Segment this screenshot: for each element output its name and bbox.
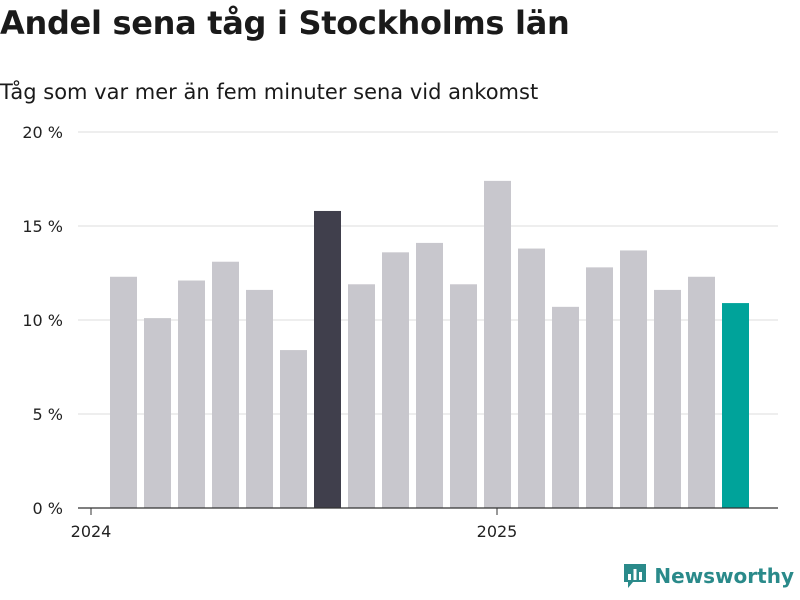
bar xyxy=(246,289,273,508)
bar xyxy=(518,248,545,508)
bar xyxy=(314,210,341,508)
bar xyxy=(484,180,511,508)
y-tick-label: 0 % xyxy=(33,499,63,518)
chart-title: Andel sena tåg i Stockholms län xyxy=(0,4,570,42)
bar xyxy=(280,350,307,508)
bar xyxy=(688,276,715,508)
bar xyxy=(144,318,171,508)
x-tick-label-2024: 2024 xyxy=(71,522,112,541)
bar xyxy=(382,252,409,508)
bar xyxy=(212,261,239,508)
x-tick-marks xyxy=(90,508,498,515)
bar-chart-icon xyxy=(624,564,647,588)
chart-subtitle: Tåg som var mer än fem minuter sena vid … xyxy=(0,80,539,104)
y-tick-label: 10 % xyxy=(22,311,63,330)
bar xyxy=(620,250,647,508)
x-tick-label-2025: 2025 xyxy=(477,522,518,541)
bar xyxy=(348,284,375,508)
bar xyxy=(552,306,579,508)
bar xyxy=(450,284,477,508)
logo-text: Newsworthy xyxy=(654,564,794,588)
y-tick-label: 15 % xyxy=(22,217,63,236)
bar xyxy=(416,242,443,509)
y-tick-label: 5 % xyxy=(33,405,63,424)
bar xyxy=(110,276,137,508)
bar xyxy=(654,289,681,508)
bars xyxy=(110,180,749,509)
bar xyxy=(586,267,613,508)
newsworthy-logo: Newsworthy xyxy=(622,562,794,590)
y-tick-label: 20 % xyxy=(22,123,63,142)
bar xyxy=(722,303,749,508)
y-tick-labels: 0 % 5 % 10 % 15 % 20 % xyxy=(22,123,63,518)
bar xyxy=(178,280,205,508)
